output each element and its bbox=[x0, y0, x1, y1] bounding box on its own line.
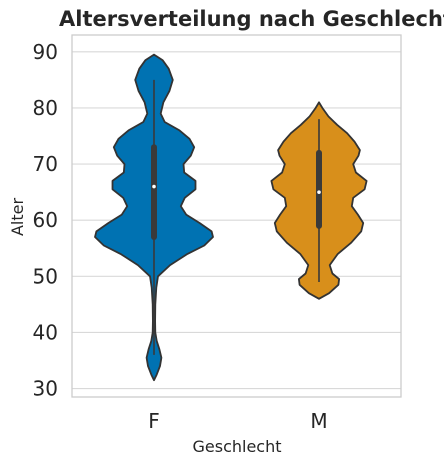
x-tick-label: F bbox=[148, 409, 160, 433]
y-tick-label: 40 bbox=[33, 320, 58, 344]
median-marker-M bbox=[317, 190, 321, 194]
y-tick-label: 70 bbox=[33, 152, 58, 176]
y-axis-label: Alter bbox=[8, 198, 27, 237]
median-marker-F bbox=[152, 184, 156, 189]
y-tick-label: 60 bbox=[33, 208, 58, 232]
plot-frame bbox=[71, 34, 402, 398]
x-tick-label: M bbox=[310, 409, 327, 433]
chart-title: Altersverteilung nach Geschlecht bbox=[59, 7, 444, 31]
y-tick-label: 80 bbox=[33, 96, 58, 120]
y-tick-label: 90 bbox=[33, 40, 58, 64]
y-tick-labels: 30 40 50 60 70 80 90 bbox=[33, 40, 58, 401]
y-tick-label: 50 bbox=[33, 264, 58, 288]
y-tick-label: 30 bbox=[33, 377, 58, 401]
violins bbox=[94, 53, 368, 382]
x-axis-label: Geschlecht bbox=[192, 437, 281, 456]
